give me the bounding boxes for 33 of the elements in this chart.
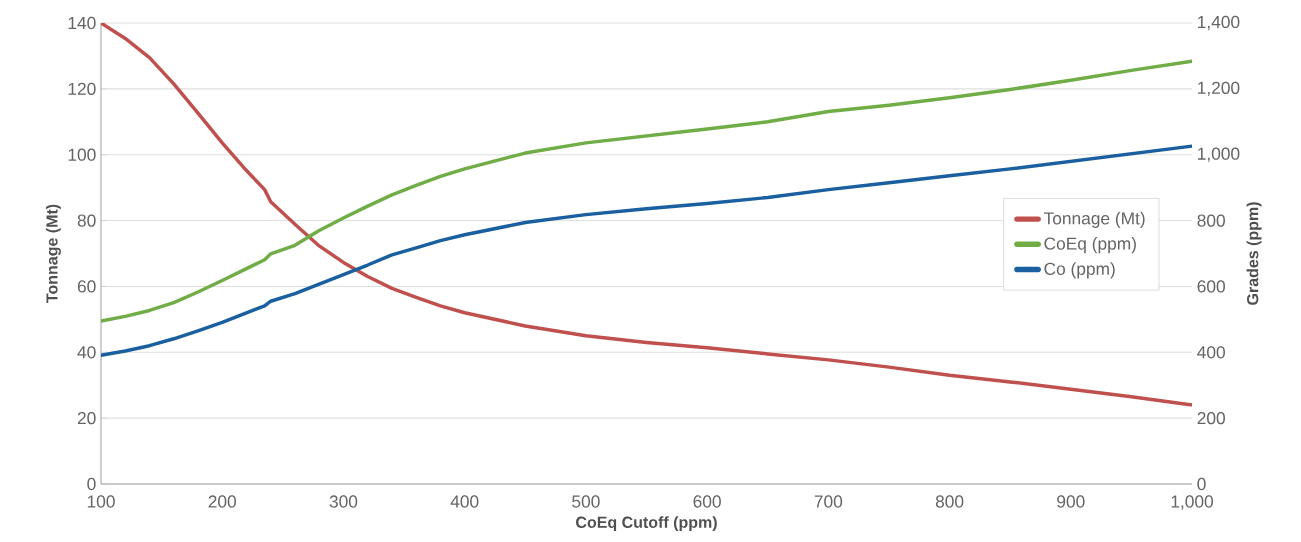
line-series xyxy=(101,22,1193,407)
x-tick-label: 300 xyxy=(329,495,358,508)
x-tick-label: 700 xyxy=(814,495,843,508)
y-tick-label: 20 xyxy=(77,412,96,425)
y-tick-label: 140 xyxy=(68,16,96,30)
y2-tick-label: 0 xyxy=(1197,477,1206,491)
y-tick-label: 80 xyxy=(77,214,96,227)
y2-tick-label: 800 xyxy=(1197,214,1225,227)
y2-tick-label: 200 xyxy=(1197,412,1225,425)
y2-tick-label: 1,000 xyxy=(1198,147,1240,162)
x-tick-label: 500 xyxy=(572,495,600,508)
y2-tick-label: 400 xyxy=(1197,346,1225,359)
x-axis-title: CoEq Cutoff (ppm) xyxy=(576,516,717,532)
legend-label: Tonnage (Mt) xyxy=(1043,211,1145,228)
legend-label: Co (ppm) xyxy=(1044,262,1115,279)
y-tick-label: 120 xyxy=(68,82,96,95)
x-tick-label: 400 xyxy=(450,495,479,508)
x-tick-label: 100 xyxy=(87,495,115,508)
y-tick-label: 40 xyxy=(77,346,96,359)
y2-tick-label: 600 xyxy=(1197,280,1225,293)
y-tick-label: 0 xyxy=(87,477,96,491)
y2-tick-label: 1,200 xyxy=(1198,81,1240,97)
legend-label: CoEq (ppm) xyxy=(1044,236,1136,254)
y-tick-label: 100 xyxy=(68,148,96,161)
y-tick-label: 60 xyxy=(77,280,96,293)
y-axis-title: Tonnage (Mt) xyxy=(45,204,61,303)
x-tick-label: 800 xyxy=(935,495,964,508)
x-tick-label: 600 xyxy=(693,495,721,508)
x-tick-label: 200 xyxy=(208,495,237,508)
x-tick-label: 1,000 xyxy=(1171,495,1214,510)
x-tick-label: 900 xyxy=(1057,495,1085,508)
y2-axis-title: Grades (ppm) xyxy=(1246,202,1262,305)
y2-tick-label: 1,400 xyxy=(1198,15,1240,31)
